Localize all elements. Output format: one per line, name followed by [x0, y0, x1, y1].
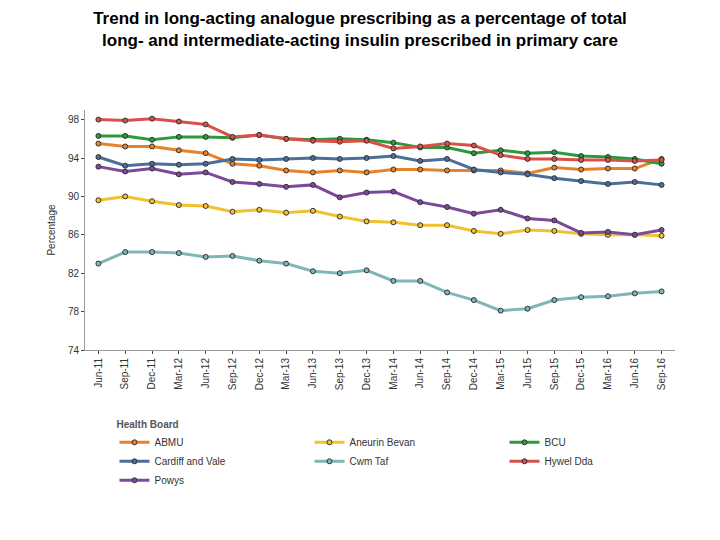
svg-text:Cwm Taf: Cwm Taf: [350, 456, 389, 467]
svg-text:ABMU: ABMU: [155, 437, 184, 448]
svg-text:Sep-12: Sep-12: [227, 358, 238, 391]
svg-text:Mar-15: Mar-15: [495, 358, 506, 390]
svg-text:Health Board: Health Board: [117, 419, 179, 430]
svg-text:Mar-14: Mar-14: [388, 358, 399, 390]
svg-text:Hywel Dda: Hywel Dda: [545, 456, 594, 467]
svg-text:Jun-13: Jun-13: [307, 358, 318, 389]
svg-text:98: 98: [68, 114, 80, 125]
svg-text:Dec-15: Dec-15: [575, 358, 586, 391]
svg-text:Sep-11: Sep-11: [119, 358, 130, 390]
svg-text:Sep-13: Sep-13: [334, 358, 345, 391]
svg-text:Aneurin Bevan: Aneurin Bevan: [350, 437, 416, 448]
svg-text:Jun-14: Jun-14: [414, 358, 425, 389]
svg-text:86: 86: [68, 229, 80, 240]
svg-text:74: 74: [68, 345, 80, 356]
svg-text:Dec-13: Dec-13: [361, 358, 372, 391]
svg-text:Jun-15: Jun-15: [522, 358, 533, 389]
svg-text:Mar-13: Mar-13: [280, 358, 291, 390]
svg-text:Percentage: Percentage: [46, 204, 57, 256]
svg-text:Jun-16: Jun-16: [629, 358, 640, 389]
svg-text:Dec-11: Dec-11: [146, 358, 157, 390]
svg-text:Cardiff and Vale: Cardiff and Vale: [155, 456, 226, 467]
svg-text:Trend in long-acting analogue: Trend in long-acting analogue prescribin…: [93, 9, 627, 50]
svg-text:Dec-12: Dec-12: [254, 358, 265, 391]
svg-text:82: 82: [68, 268, 80, 279]
svg-text:Jun-11: Jun-11: [93, 358, 104, 388]
svg-text:Jun-12: Jun-12: [200, 358, 211, 389]
svg-text:78: 78: [68, 306, 80, 317]
svg-text:90: 90: [68, 191, 80, 202]
svg-text:Sep-15: Sep-15: [549, 358, 560, 391]
svg-text:Mar-16: Mar-16: [602, 358, 613, 390]
svg-text:Sep-14: Sep-14: [441, 358, 452, 391]
svg-text:Dec-14: Dec-14: [468, 358, 479, 391]
svg-text:94: 94: [68, 153, 80, 164]
svg-text:Powys: Powys: [155, 475, 184, 486]
svg-text:BCU: BCU: [545, 437, 566, 448]
svg-text:Sep-16: Sep-16: [656, 358, 667, 391]
svg-text:Mar-12: Mar-12: [173, 358, 184, 390]
